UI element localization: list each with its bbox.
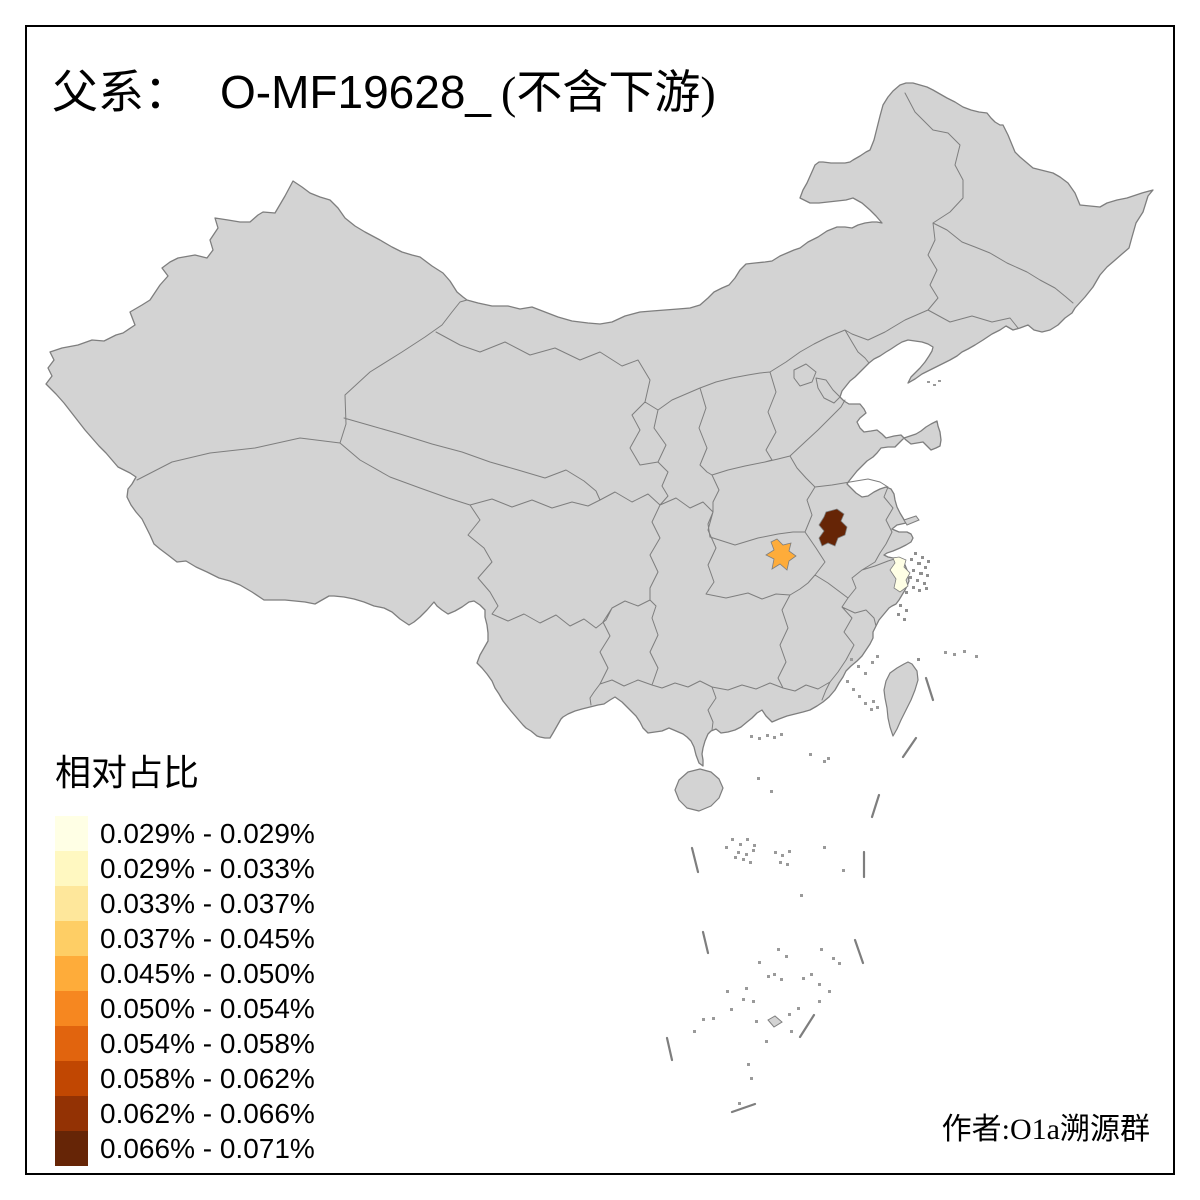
legend-rows: 0.029% - 0.029% 0.029% - 0.033% 0.033% - 0…	[55, 816, 315, 1166]
author-credit: 作者:O1a溯源群	[941, 1113, 1150, 1146]
legend-row: 0.050% - 0.054%	[55, 991, 315, 1026]
legend-label: 0.037% - 0.045%	[100, 923, 315, 954]
legend-label: 0.054% - 0.058%	[100, 1028, 315, 1059]
chongming-island	[903, 515, 920, 526]
china-mainland-shape	[45, 82, 1154, 767]
legend-swatch	[55, 1131, 88, 1166]
legend-swatch	[55, 886, 88, 921]
legend-row: 0.029% - 0.033%	[55, 851, 315, 886]
highlight-region-orange	[765, 538, 797, 571]
legend-swatch	[55, 1096, 88, 1131]
taiwan-island	[883, 661, 919, 737]
legend-row: 0.066% - 0.071%	[55, 1131, 315, 1166]
legend-label: 0.058% - 0.062%	[100, 1063, 315, 1094]
legend-row: 0.029% - 0.029%	[55, 816, 315, 851]
province-borders	[136, 92, 1074, 731]
legend-row: 0.062% - 0.066%	[55, 1096, 315, 1131]
legend-swatch	[55, 851, 88, 886]
legend-label: 0.045% - 0.050%	[100, 958, 315, 989]
highlight-region-palest	[889, 556, 911, 593]
legend-row: 0.058% - 0.062%	[55, 1061, 315, 1096]
title-prefix: 父系：	[52, 67, 190, 118]
offshore-island-dots	[693, 380, 978, 1105]
page-title: 父系： O-MF19628_ (不含下游)	[52, 56, 716, 122]
sea-boundary-dashes	[665, 676, 935, 1114]
zhoushan-archipelago-dots	[897, 552, 930, 661]
legend-title: 相对占比	[55, 753, 200, 793]
south-sea-islet	[767, 1015, 783, 1028]
title-haplogroup-code: O-MF19628_	[220, 66, 492, 118]
legend-label: 0.050% - 0.054%	[100, 993, 315, 1024]
legend-swatch	[55, 921, 88, 956]
legend-row: 0.045% - 0.050%	[55, 956, 315, 991]
legend-swatch	[55, 956, 88, 991]
legend-label: 0.066% - 0.071%	[100, 1133, 315, 1164]
legend-row: 0.037% - 0.045%	[55, 921, 315, 956]
legend-swatch	[55, 991, 88, 1026]
legend-swatch	[55, 816, 88, 851]
legend-label: 0.062% - 0.066%	[100, 1098, 315, 1129]
hainan-island	[674, 768, 724, 812]
legend-label: 0.033% - 0.037%	[100, 888, 315, 919]
highlight-region-darkest	[818, 508, 848, 547]
title-suffix: (不含下游)	[501, 67, 716, 118]
legend-swatch	[55, 1061, 88, 1096]
legend-label: 0.029% - 0.029%	[100, 818, 315, 849]
legend: 相对占比 0.029% - 0.029% 0.029% - 0.033% 0.033…	[55, 744, 315, 1166]
legend-label: 0.029% - 0.033%	[100, 853, 315, 884]
legend-swatch	[55, 1026, 88, 1061]
legend-row: 0.033% - 0.037%	[55, 886, 315, 921]
legend-row: 0.054% - 0.058%	[55, 1026, 315, 1061]
